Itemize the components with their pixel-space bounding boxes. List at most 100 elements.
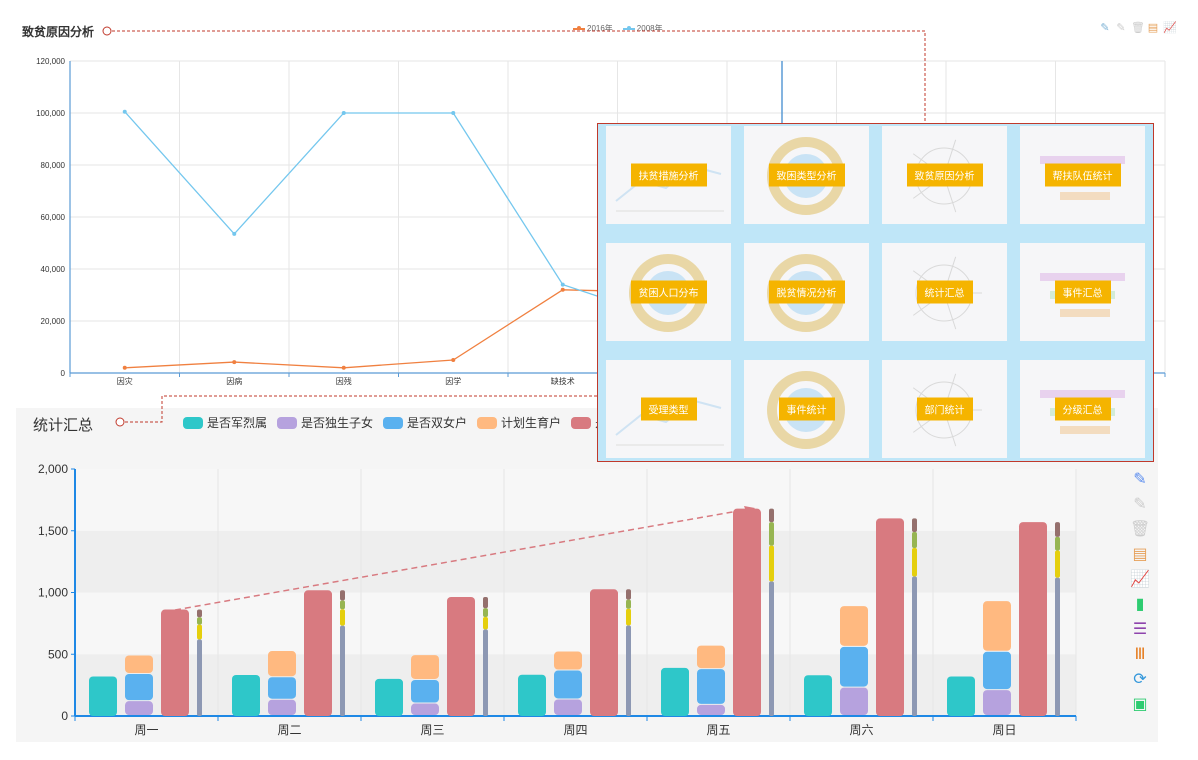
bar (375, 678, 403, 716)
top-chart-toolbar: ✎ ✎ 🗑 ▤ 📈 (1099, 22, 1177, 34)
split-area (75, 469, 1076, 531)
thumbnail-card[interactable]: 致困类型分析 (744, 126, 869, 224)
line-chart-icon[interactable]: 📈 (1163, 22, 1177, 34)
thumbnail-label[interactable]: 扶贫措施分析 (630, 163, 707, 187)
thumbnail-card[interactable]: 扶贫措施分析 (606, 126, 731, 224)
x-tick-label: 周六 (849, 723, 873, 737)
bar (554, 651, 582, 670)
stack-icon[interactable]: ☰ (1132, 621, 1148, 638)
thin-bar (912, 518, 917, 532)
thumbnail-card[interactable]: 受理类型 (606, 360, 731, 458)
bar (804, 675, 832, 716)
x-tick-label: 因灾 (117, 376, 133, 386)
thumbnail-overlay: 扶贫措施分析 致困类型分析 致贫原因分析 帮扶队伍统计贫困人口分布 脱贫情况分析 统计汇总… (597, 123, 1154, 462)
thumbnail-card[interactable]: 分级汇总 (1020, 360, 1145, 458)
pencil-icon[interactable]: ✎ (1100, 22, 1110, 34)
bar (590, 589, 618, 716)
bar (411, 679, 439, 703)
thumbnail-bar (1060, 192, 1110, 200)
refresh-icon[interactable]: ⟳ (1133, 671, 1147, 688)
data-point (232, 360, 237, 365)
thin-bar (483, 608, 488, 617)
data-point (232, 231, 237, 236)
split-area (75, 592, 1076, 655)
thumbnail-label[interactable]: 分级汇总 (1054, 397, 1111, 421)
thin-bar (197, 617, 202, 625)
save-icon[interactable]: ▣ (1132, 696, 1148, 713)
thin-bar (483, 596, 488, 609)
x-tick-label: 周一 (134, 723, 158, 737)
thumbnail-card[interactable]: 事件汇总 (1020, 243, 1145, 341)
legend-swatch (622, 25, 635, 30)
thumbnail-label[interactable]: 受理类型 (640, 397, 697, 421)
top-chart-title: 致贫原因分析 (22, 25, 95, 39)
thumbnail-card[interactable]: 致贫原因分析 (882, 126, 1007, 224)
pencil-add-icon[interactable]: ✎ (1133, 471, 1147, 488)
bar (733, 508, 761, 716)
pencil-disabled-icon[interactable]: ✎ (1133, 496, 1147, 513)
y-tick-label: 120,000 (36, 57, 65, 66)
thumbnail-label[interactable]: 事件统计 (778, 397, 835, 421)
bar (876, 518, 904, 716)
trash-icon[interactable]: 🗑 (1130, 521, 1151, 538)
thin-bar (1055, 522, 1060, 537)
x-tick-label: 周五 (706, 723, 730, 737)
trash-icon[interactable]: 🗑 (1131, 22, 1145, 34)
legend-item[interactable]: 2008年 (622, 23, 663, 34)
bar (697, 669, 725, 704)
thin-bar (197, 639, 202, 716)
thumbnail-card[interactable]: 帮扶队伍统计 (1020, 126, 1145, 224)
thumbnail-card[interactable]: 事件统计 (744, 360, 869, 458)
thin-bar (340, 625, 345, 716)
bar (983, 690, 1011, 715)
data-point (560, 282, 565, 287)
thumbnail-label[interactable]: 统计汇总 (916, 280, 973, 304)
data-view-icon[interactable]: ▤ (1147, 22, 1159, 34)
bar (518, 674, 546, 716)
data-point (451, 111, 456, 115)
thumbnail-card[interactable]: 部门统计 (882, 360, 1007, 458)
thin-bar (340, 609, 345, 626)
bar (697, 645, 725, 669)
line-chart-icon[interactable]: 📈 (1130, 571, 1150, 588)
y-tick-label: 2,000 (38, 462, 68, 476)
thumbnail-card[interactable]: 贫困人口分布 (606, 243, 731, 341)
thumbnail-card[interactable]: 脱贫情况分析 (744, 243, 869, 341)
thumbnail-label[interactable]: 致困类型分析 (768, 163, 845, 187)
thumbnail-label[interactable]: 部门统计 (916, 397, 973, 421)
bar (554, 699, 582, 715)
thin-bar (769, 545, 774, 582)
y-tick-label: 60,000 (41, 213, 66, 222)
thin-bar (912, 548, 917, 577)
thin-bar (769, 508, 774, 523)
thumbnail-label[interactable]: 事件汇总 (1054, 280, 1111, 304)
bar (268, 651, 296, 677)
tiled-icon[interactable]: Ⅲ (1134, 646, 1146, 663)
thumbnail-label[interactable]: 脱贫情况分析 (768, 280, 845, 304)
pencil-disabled-icon[interactable]: ✎ (1116, 22, 1126, 34)
thumbnail-label[interactable]: 贫困人口分布 (630, 280, 707, 304)
y-tick-label: 1,500 (38, 524, 68, 538)
y-tick-label: 0 (61, 709, 68, 723)
x-tick-label: 因病 (226, 376, 242, 386)
bar (411, 655, 439, 679)
x-tick-label: 周四 (563, 723, 587, 737)
thumbnail-label[interactable]: 帮扶队伍统计 (1044, 163, 1121, 187)
bar-chart-icon[interactable]: ▮ (1135, 596, 1145, 613)
x-tick-label: 缺技术 (551, 376, 575, 386)
bar (840, 687, 868, 715)
bar (840, 646, 868, 687)
x-tick-label: 周二 (277, 723, 301, 737)
legend-swatch (573, 25, 585, 30)
thumbnail-label[interactable]: 致贫原因分析 (906, 163, 983, 187)
thin-bar (626, 599, 631, 609)
bar (411, 703, 439, 715)
bar (983, 651, 1011, 690)
legend-item[interactable]: 2016年 (573, 23, 613, 34)
data-view-icon[interactable]: ▤ (1132, 546, 1148, 563)
top-chart-legend[interactable]: 2016年 2008年 (573, 23, 663, 34)
x-tick-label: 因学 (445, 376, 461, 386)
thumbnail-card[interactable]: 统计汇总 (882, 243, 1007, 341)
legend-label: 2016年 (587, 24, 613, 33)
bar (447, 596, 475, 716)
